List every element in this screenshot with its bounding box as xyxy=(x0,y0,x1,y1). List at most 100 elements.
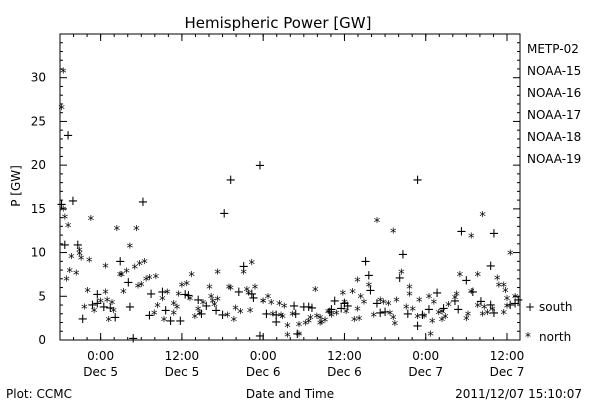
data-point: * xyxy=(268,298,275,313)
data-point: * xyxy=(210,296,217,311)
data-point: * xyxy=(260,296,267,311)
data-point: * xyxy=(109,298,116,313)
data-point: * xyxy=(174,303,181,318)
x-tick-date-label: Dec 5 xyxy=(165,365,200,379)
data-point: * xyxy=(341,297,348,312)
data-point: * xyxy=(351,315,358,330)
data-point: * xyxy=(296,330,303,345)
data-point: * xyxy=(504,302,511,317)
data-point: * xyxy=(63,275,70,290)
data-point: * xyxy=(322,316,329,331)
data-point: * xyxy=(179,281,186,296)
data-point: * xyxy=(496,281,503,296)
data-point: * xyxy=(211,300,218,315)
data-point: + xyxy=(157,285,168,300)
x-tick-time-label: 12:00 xyxy=(490,349,525,363)
legend-entry: NOAA-16 xyxy=(527,86,581,100)
data-point: * xyxy=(421,311,428,326)
data-point: * xyxy=(429,317,436,332)
data-point: * xyxy=(67,266,74,281)
data-point: * xyxy=(435,308,442,323)
data-point: * xyxy=(318,317,325,332)
data-point: * xyxy=(78,254,85,269)
data-point: * xyxy=(398,268,405,283)
data-point: * xyxy=(390,226,397,241)
y-tick-label: 30 xyxy=(31,71,46,85)
data-point: * xyxy=(390,313,397,328)
data-point: + xyxy=(306,301,317,316)
data-point: + xyxy=(380,305,391,320)
data-point: * xyxy=(232,303,239,318)
data-point: * xyxy=(76,246,83,261)
marker-symbol: * xyxy=(525,330,531,344)
data-point: + xyxy=(137,195,148,210)
data-point: * xyxy=(237,307,244,322)
data-point: * xyxy=(512,292,519,307)
data-point: * xyxy=(453,289,460,304)
marker-label: south xyxy=(539,300,573,314)
data-point: * xyxy=(343,307,350,322)
data-point: * xyxy=(328,310,335,325)
chart-title: Hemispheric Power [GW] xyxy=(185,14,372,32)
data-point: * xyxy=(143,275,150,290)
data-point: * xyxy=(245,289,252,304)
data-point: * xyxy=(431,297,438,312)
data-point: * xyxy=(307,313,314,328)
data-point: + xyxy=(77,312,88,327)
data-point: + xyxy=(87,298,98,313)
data-point: * xyxy=(120,287,127,302)
data-point: * xyxy=(314,311,321,326)
data-point: * xyxy=(302,318,309,333)
data-point: * xyxy=(60,66,67,81)
data-point: + xyxy=(417,308,428,323)
data-point: * xyxy=(123,267,130,282)
data-point: * xyxy=(502,286,509,301)
data-point: + xyxy=(292,327,303,342)
data-point: * xyxy=(133,224,140,239)
data-point: + xyxy=(342,299,353,314)
data-point: * xyxy=(465,310,472,325)
data-point: * xyxy=(154,301,161,316)
data-point: + xyxy=(110,310,121,325)
data-point: * xyxy=(278,310,285,325)
data-point: + xyxy=(375,306,386,321)
data-point: * xyxy=(84,286,91,301)
data-point: * xyxy=(58,103,65,118)
data-point: * xyxy=(416,296,423,311)
data-point: * xyxy=(289,310,296,325)
marker-symbol: + xyxy=(525,300,535,314)
data-point: * xyxy=(325,307,332,322)
data-point: * xyxy=(281,302,288,317)
data-point: + xyxy=(412,173,423,188)
data-point: + xyxy=(450,294,461,309)
data-point: * xyxy=(393,296,400,311)
y-tick-label: 20 xyxy=(31,158,46,172)
data-point: + xyxy=(363,268,374,283)
data-point: * xyxy=(106,315,113,330)
data-point: + xyxy=(248,291,259,306)
data-point: + xyxy=(160,303,171,318)
data-point: * xyxy=(479,310,486,325)
data-point: * xyxy=(481,303,488,318)
data-point: + xyxy=(432,286,443,301)
data-point: * xyxy=(494,274,501,289)
data-point: * xyxy=(188,270,195,285)
data-point: * xyxy=(317,318,324,333)
data-point: + xyxy=(513,293,524,308)
data-point: + xyxy=(329,294,340,309)
data-points: +**+**+**+**+**+ **+** +* *+ ** +**+**+**+ **+… xyxy=(56,66,524,346)
data-point: + xyxy=(211,303,222,318)
data-point: * xyxy=(349,287,356,302)
data-point: * xyxy=(500,281,507,296)
data-point: * xyxy=(110,306,117,321)
data-point: + xyxy=(246,287,257,302)
data-point: + xyxy=(193,293,204,308)
data-point: + xyxy=(360,254,371,269)
data-point: * xyxy=(73,268,80,283)
data-point: * xyxy=(206,282,213,297)
footer-timestamp: 2011/12/07 15:10:07 xyxy=(455,387,582,400)
data-point: * xyxy=(442,312,449,327)
x-tick-time-label: 12:00 xyxy=(165,349,200,363)
data-point: + xyxy=(303,300,314,315)
